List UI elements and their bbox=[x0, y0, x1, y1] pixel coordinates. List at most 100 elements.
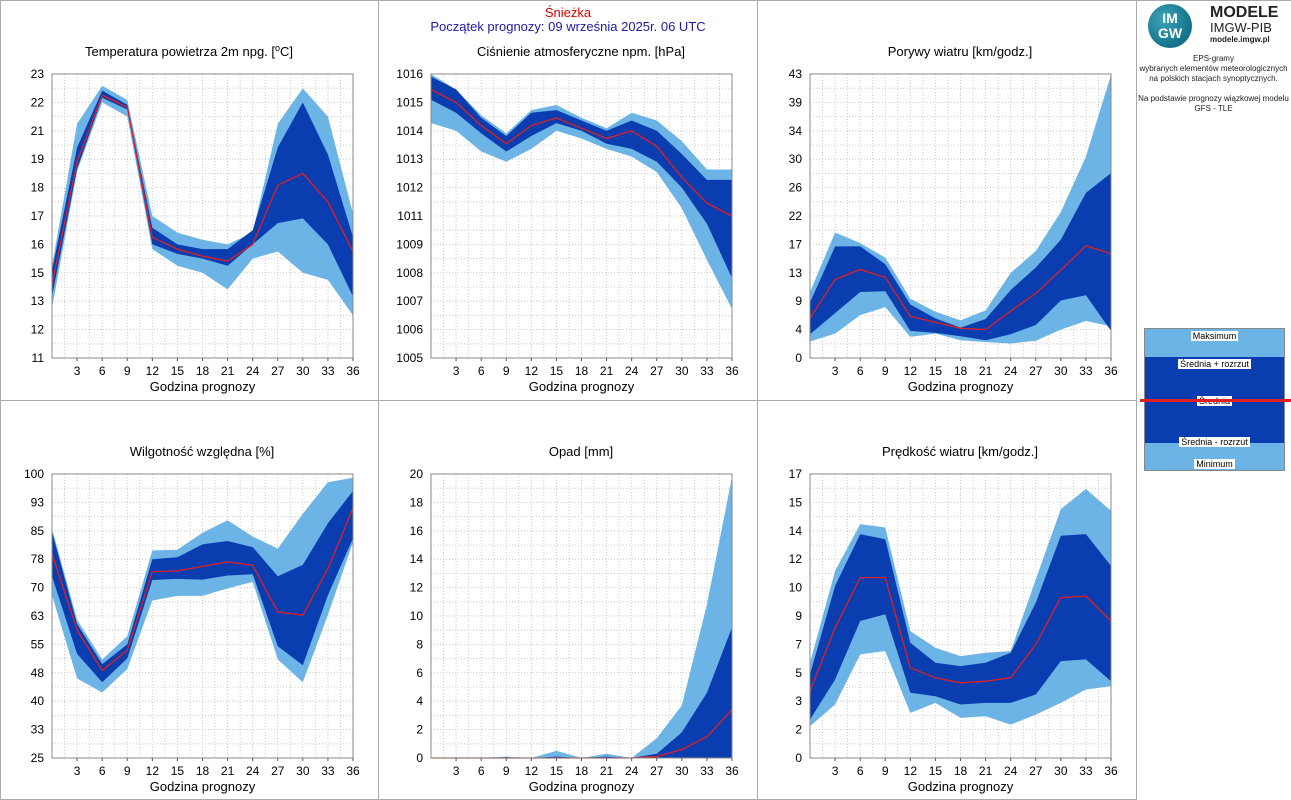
x-tick-label: 24 bbox=[246, 364, 260, 378]
x-tick-label: 12 bbox=[146, 364, 160, 378]
x-tick-label: 21 bbox=[600, 764, 614, 778]
x-tick-label: 9 bbox=[124, 364, 131, 378]
x-tick-label: 18 bbox=[196, 764, 210, 778]
x-tick-label: 27 bbox=[271, 364, 285, 378]
x-tick-label: 9 bbox=[124, 764, 131, 778]
x-tick-label: 3 bbox=[74, 764, 81, 778]
y-tick-label: 25 bbox=[31, 751, 45, 765]
y-tick-label: 26 bbox=[789, 181, 803, 195]
x-tick-label: 18 bbox=[575, 764, 589, 778]
band-min-max bbox=[431, 476, 732, 758]
y-tick-label: 13 bbox=[789, 266, 803, 280]
x-axis-label: Godzina prognozy bbox=[529, 779, 635, 794]
y-tick-label: 1005 bbox=[396, 351, 423, 365]
y-tick-label: 0 bbox=[795, 751, 802, 765]
y-tick-label: 1015 bbox=[396, 95, 423, 109]
y-tick-label: 4 bbox=[795, 323, 802, 337]
y-tick-label: 17 bbox=[31, 209, 45, 223]
x-tick-label: 33 bbox=[1079, 764, 1093, 778]
y-tick-label: 7 bbox=[795, 637, 802, 651]
imgw-logo: IM GW MODELE IMGW-PIB modele.imgw.pl bbox=[1140, 0, 1291, 130]
x-tick-label: 6 bbox=[99, 764, 106, 778]
desc-line: Na podstawie prognozy wiązkowej modelu bbox=[1138, 94, 1289, 103]
y-tick-label: 15 bbox=[789, 495, 803, 509]
y-tick-label: 23 bbox=[31, 67, 45, 81]
y-tick-label: 0 bbox=[416, 751, 423, 765]
y-tick-label: 12 bbox=[789, 552, 803, 566]
x-tick-label: 33 bbox=[321, 364, 335, 378]
x-tick-label: 9 bbox=[503, 364, 510, 378]
y-tick-label: 48 bbox=[31, 666, 45, 680]
x-tick-label: 30 bbox=[296, 764, 310, 778]
x-tick-label: 30 bbox=[675, 364, 689, 378]
y-tick-label: 55 bbox=[31, 637, 45, 651]
x-tick-label: 9 bbox=[503, 764, 510, 778]
y-tick-label: 1013 bbox=[396, 152, 423, 166]
y-tick-label: 5 bbox=[795, 666, 802, 680]
x-tick-label: 21 bbox=[221, 364, 235, 378]
x-tick-label: 6 bbox=[857, 364, 864, 378]
x-tick-label: 27 bbox=[1029, 764, 1043, 778]
y-tick-label: 6 bbox=[416, 666, 423, 680]
y-tick-label: 93 bbox=[31, 495, 45, 509]
y-tick-label: 85 bbox=[31, 524, 45, 538]
x-tick-label: 24 bbox=[625, 764, 639, 778]
chart-panel-4: 3 6 9 12 15 18 21 24 27 30 33 362533404855637078859… bbox=[24, 444, 360, 794]
x-tick-label: 36 bbox=[346, 764, 360, 778]
forecast-start: Początek prognozy: 09 września 2025r. 06… bbox=[430, 19, 706, 34]
x-tick-label: 27 bbox=[271, 764, 285, 778]
y-tick-label: 22 bbox=[789, 209, 803, 223]
x-tick-label: 24 bbox=[1004, 764, 1018, 778]
x-tick-label: 12 bbox=[904, 764, 918, 778]
y-tick-label: 100 bbox=[24, 467, 44, 481]
y-tick-label: 12 bbox=[410, 581, 424, 595]
x-tick-label: 30 bbox=[675, 764, 689, 778]
x-tick-label: 30 bbox=[1054, 364, 1068, 378]
x-tick-label: 33 bbox=[1079, 364, 1093, 378]
x-tick-label: 18 bbox=[196, 364, 210, 378]
y-tick-label: 2 bbox=[795, 723, 802, 737]
x-tick-label: 36 bbox=[1104, 364, 1118, 378]
x-tick-label: 36 bbox=[725, 364, 739, 378]
chart-title: Ciśnienie atmosferyczne npm. [hPa] bbox=[477, 44, 685, 59]
x-tick-label: 15 bbox=[929, 364, 943, 378]
y-tick-label: 63 bbox=[31, 609, 45, 623]
y-tick-label: 11 bbox=[32, 351, 45, 365]
band-spread bbox=[52, 491, 353, 683]
x-tick-label: 21 bbox=[600, 364, 614, 378]
x-tick-label: 27 bbox=[650, 764, 664, 778]
mean-line bbox=[51, 507, 354, 672]
y-tick-label: 1016 bbox=[396, 67, 423, 81]
legend-label-min: Minimum bbox=[1194, 459, 1235, 469]
y-tick-label: 30 bbox=[789, 152, 803, 166]
band-spread bbox=[431, 627, 732, 758]
y-tick-label: 1009 bbox=[396, 237, 423, 251]
y-tick-label: 3 bbox=[795, 694, 802, 708]
y-tick-label: 40 bbox=[31, 694, 45, 708]
y-tick-label: 12 bbox=[31, 323, 45, 337]
x-tick-label: 33 bbox=[700, 364, 714, 378]
y-tick-label: 17 bbox=[789, 467, 803, 481]
x-tick-label: 24 bbox=[246, 764, 260, 778]
y-tick-label: 20 bbox=[410, 467, 424, 481]
forecast-header: Śnieżka Początek prognozy: 09 września 2… bbox=[380, 6, 756, 34]
y-tick-label: 22 bbox=[31, 95, 45, 109]
logo-mark-top: IM bbox=[1162, 10, 1178, 26]
y-tick-label: 15 bbox=[31, 266, 45, 280]
chart-panel-1: 3 6 9 12 15 18 21 24 27 30 33 361112131516171819212… bbox=[31, 43, 360, 394]
y-tick-label: 10 bbox=[410, 609, 424, 623]
x-tick-label: 24 bbox=[625, 364, 639, 378]
x-tick-label: 6 bbox=[857, 764, 864, 778]
chart-title: Opad [mm] bbox=[549, 444, 613, 459]
y-tick-label: 14 bbox=[410, 552, 424, 566]
legend-label-max: Maksimum bbox=[1190, 331, 1239, 341]
x-tick-label: 15 bbox=[171, 364, 185, 378]
x-tick-label: 12 bbox=[904, 364, 918, 378]
y-tick-label: 1014 bbox=[396, 124, 423, 138]
desc-line: EPS-gramy bbox=[1193, 54, 1234, 63]
chart-panel-3: 3 6 9 12 15 18 21 24 27 30 33 360491317222630343943… bbox=[789, 44, 1118, 394]
x-tick-label: 3 bbox=[74, 364, 81, 378]
x-tick-label: 6 bbox=[478, 764, 485, 778]
y-tick-label: 18 bbox=[31, 181, 45, 195]
